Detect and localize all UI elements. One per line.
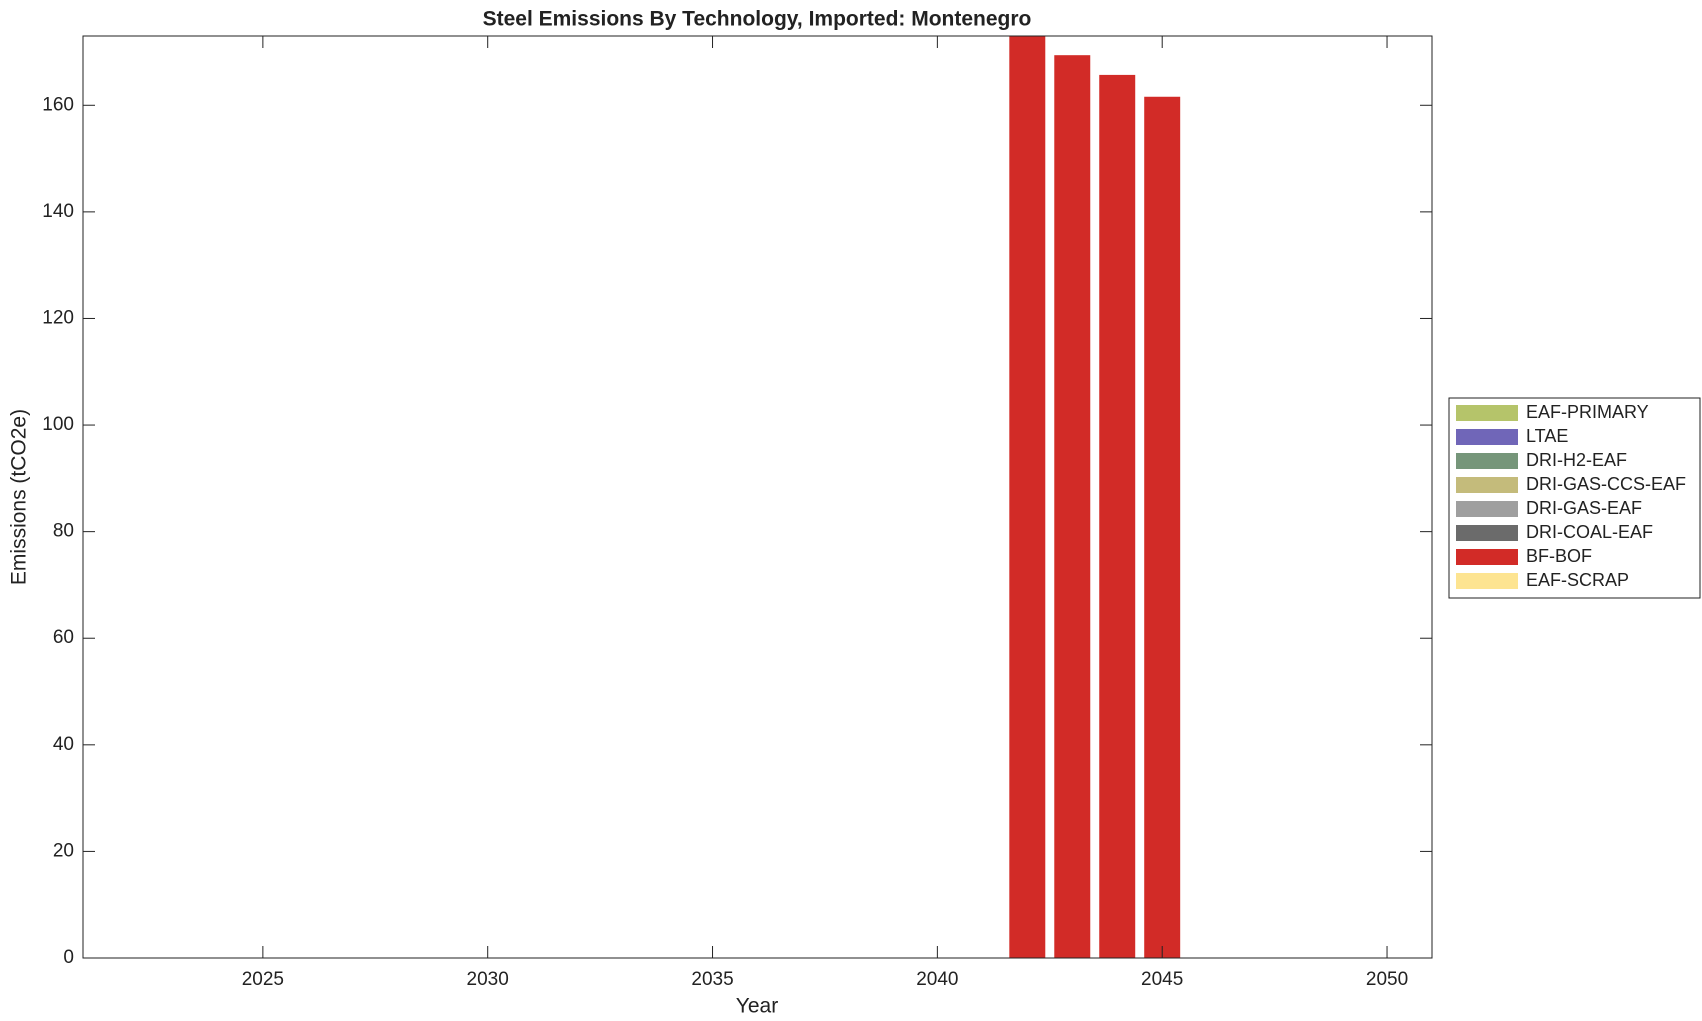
x-tick-label: 2030 xyxy=(467,969,509,990)
legend-label: EAF-SCRAP xyxy=(1526,570,1629,590)
legend-label: DRI-GAS-CCS-EAF xyxy=(1526,474,1686,494)
legend-label: BF-BOF xyxy=(1526,546,1592,566)
legend-label: DRI-H2-EAF xyxy=(1526,450,1627,470)
y-tick-label: 0 xyxy=(63,947,74,968)
bar-segment xyxy=(1054,55,1091,958)
x-tick-label: 2050 xyxy=(1366,969,1408,990)
x-tick-label: 2025 xyxy=(242,969,284,990)
x-tick-label: 2035 xyxy=(691,969,733,990)
legend-swatch xyxy=(1456,477,1518,493)
x-axis-label: Year xyxy=(736,995,778,1018)
bar-segment xyxy=(1144,96,1181,958)
legend-label: LTAE xyxy=(1526,426,1568,446)
plot-area xyxy=(83,36,1432,958)
y-tick-label: 20 xyxy=(53,840,74,861)
legend-label: EAF-PRIMARY xyxy=(1526,402,1649,422)
legend-swatch xyxy=(1456,453,1518,469)
legend-box xyxy=(1448,397,1701,599)
y-tick-label: 160 xyxy=(42,94,74,115)
legend-label: DRI-GAS-EAF xyxy=(1526,498,1642,518)
legend-swatch xyxy=(1456,549,1518,565)
chart-title: Steel Emissions By Technology, Imported:… xyxy=(483,8,1032,31)
y-axis-label: Emissions (tCO2e) xyxy=(8,409,31,585)
y-tick-label: 100 xyxy=(42,414,74,435)
x-tick-label: 2045 xyxy=(1141,969,1183,990)
y-tick-label: 80 xyxy=(53,521,74,542)
legend-swatch xyxy=(1456,501,1518,517)
legend-swatch xyxy=(1456,573,1518,589)
y-tick-label: 140 xyxy=(42,201,74,222)
y-tick-label: 60 xyxy=(53,627,74,648)
legend-swatch xyxy=(1456,429,1518,445)
legend-label: DRI-COAL-EAF xyxy=(1526,522,1653,542)
bar-segment xyxy=(1099,74,1136,958)
y-tick-label: 40 xyxy=(53,734,74,755)
bar-segment xyxy=(1009,36,1046,958)
y-tick-label: 120 xyxy=(42,307,74,328)
x-tick-label: 2040 xyxy=(916,969,958,990)
legend-swatch xyxy=(1456,405,1518,421)
legend-swatch xyxy=(1456,525,1518,541)
bars xyxy=(1009,36,1181,958)
axes-box xyxy=(82,35,1433,959)
